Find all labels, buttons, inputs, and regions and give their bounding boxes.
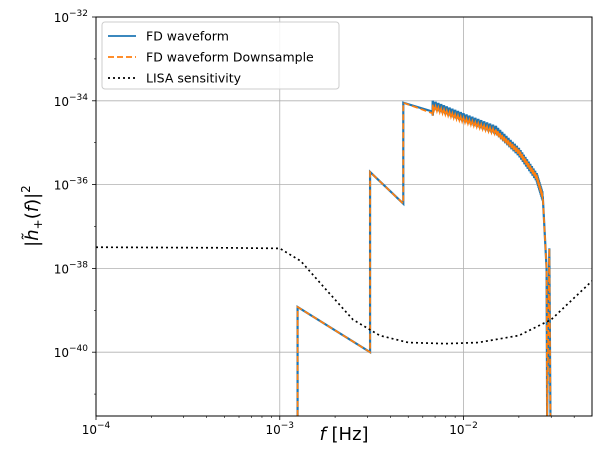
y-tick-label: 10−36: [54, 177, 89, 193]
series-fd-waveform-downsample: [296, 101, 552, 416]
legend-label-fd-waveform-downsample: FD waveform Downsample: [146, 50, 314, 65]
y-tick-label: 10−38: [54, 260, 89, 276]
y-tick-label: 10−32: [54, 9, 88, 25]
plot-frame: [95, 16, 593, 417]
x-tick-label: 10−3: [265, 421, 294, 437]
legend-box: [101, 21, 340, 90]
axis-ticks: 10−4 10−3 10−2 10−32 10−34 10−36 10−38 10−40: [54, 9, 575, 437]
y-tick-label: 10−34: [54, 93, 89, 109]
legend-label-lisa-sensitivity: LISA sensitivity: [146, 71, 242, 86]
series-layer: [96, 100, 592, 416]
x-tick-label: 10−4: [82, 421, 111, 437]
y-axis-label: |h̃+(f)|2: [19, 185, 45, 247]
x-axis-label: f [Hz]: [319, 424, 368, 445]
series-band-1: [432, 103, 544, 199]
x-tick-label: 10−2: [449, 421, 478, 437]
series-lisa-sensitivity: [96, 246, 592, 345]
legend-label-fd-waveform: FD waveform: [146, 29, 229, 44]
y-tick-label: 10−40: [54, 344, 89, 360]
legend: FD waveform FD waveform Downsample LISA …: [101, 21, 340, 90]
series-band-0: [431, 100, 544, 201]
